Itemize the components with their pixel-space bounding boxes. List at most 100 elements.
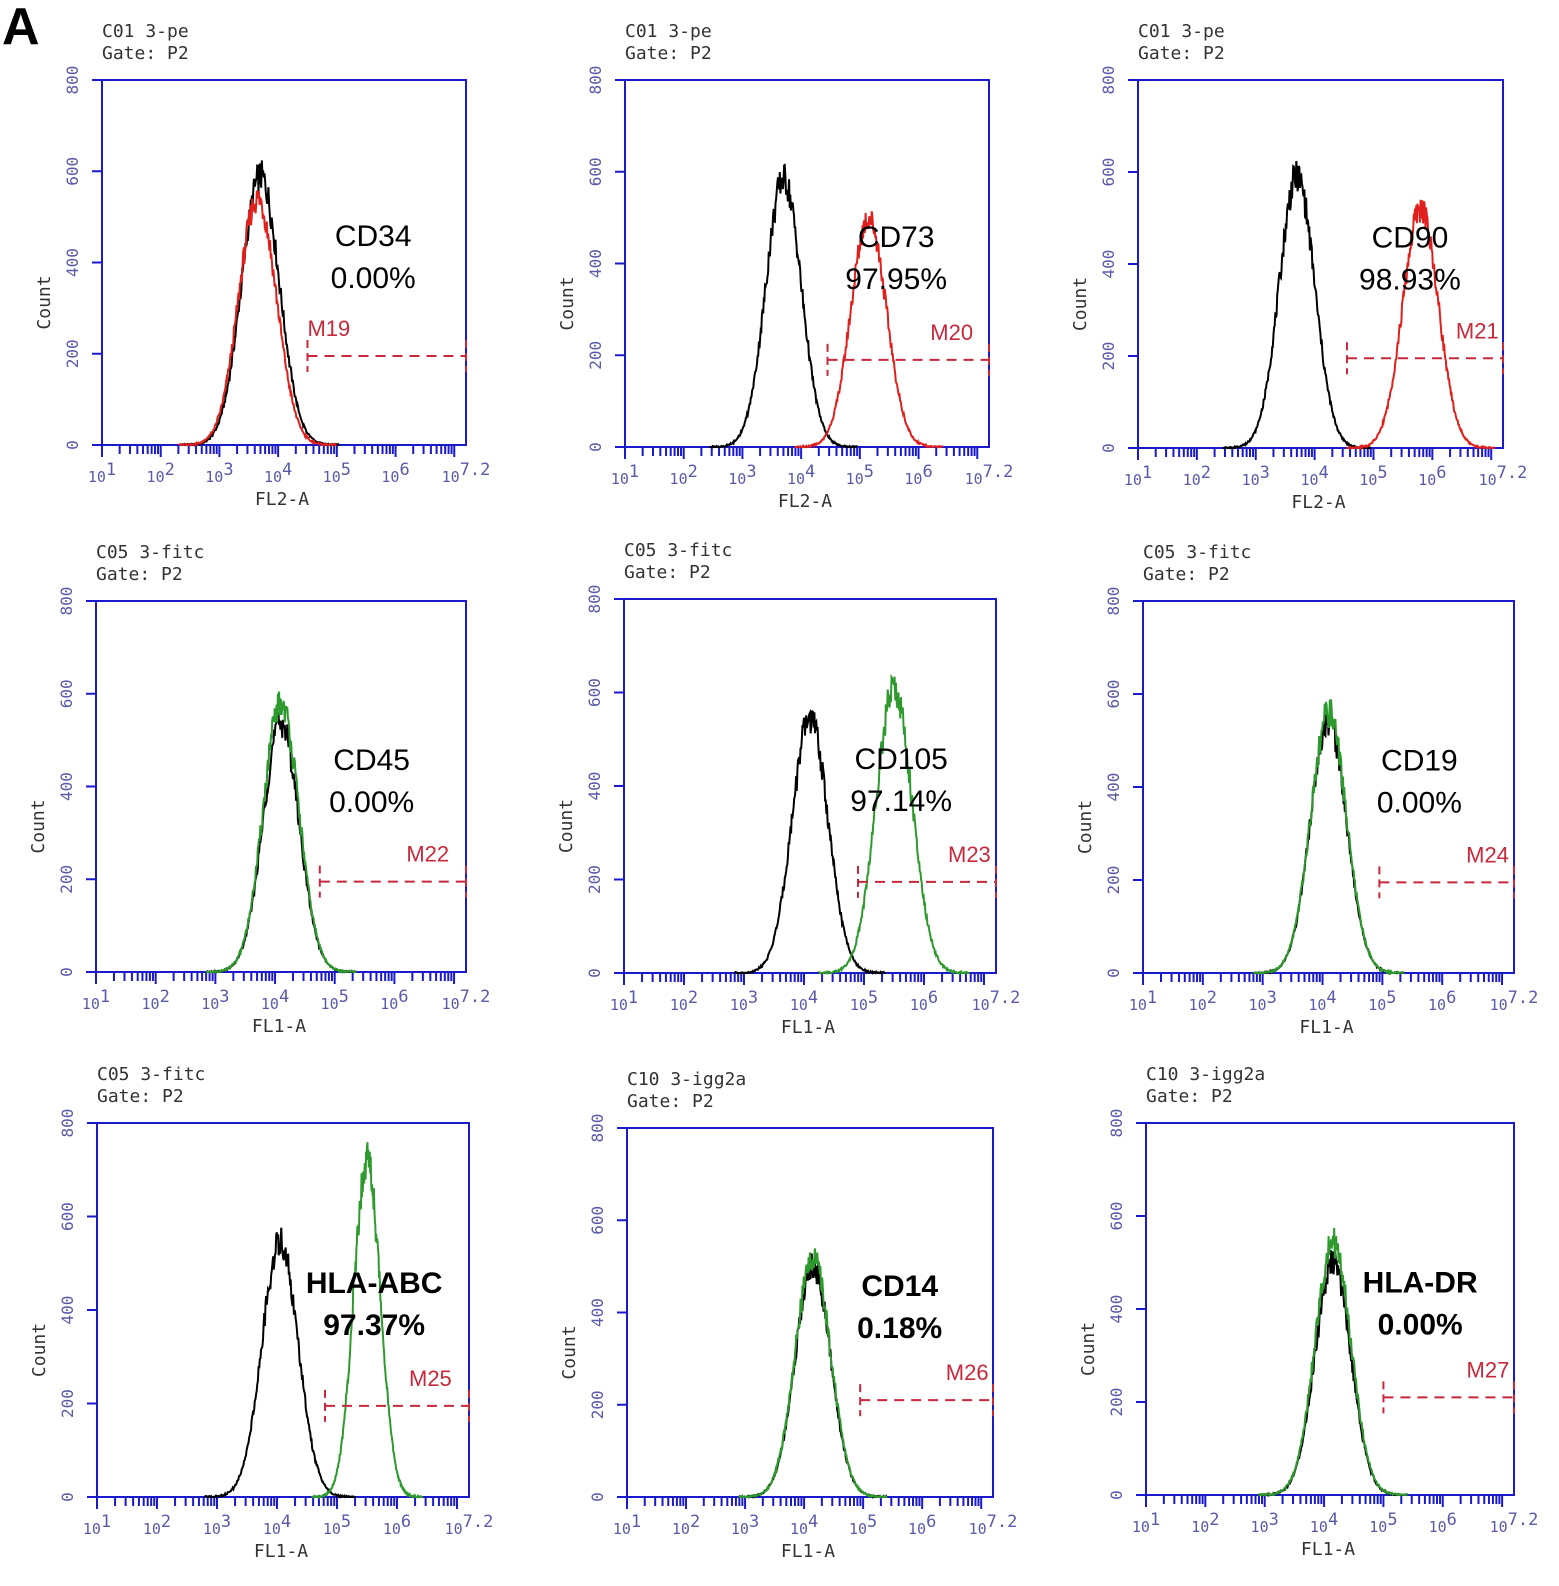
marker-label: M22	[406, 842, 449, 867]
x-tick-label: 103	[1249, 988, 1277, 1014]
x-tick-base: 10	[147, 468, 165, 486]
y-tick-label: 400	[1099, 250, 1118, 279]
x-tick-base: 10	[1310, 1518, 1328, 1536]
x-tick-label: 106	[380, 987, 408, 1013]
gate-label: Gate: P2	[627, 1091, 714, 1112]
x-axis-label: FL2-A	[255, 489, 309, 510]
x-tick-base: 10	[730, 996, 748, 1014]
x-tick-base: 10	[261, 995, 279, 1013]
y-tick-label: 200	[1107, 1388, 1126, 1417]
marker-label: M19	[307, 316, 350, 341]
marker-label: M27	[1467, 1357, 1510, 1382]
gate-label: Gate: P2	[625, 43, 712, 64]
y-tick-label: 600	[1104, 680, 1123, 709]
x-tick-label: 106	[904, 462, 932, 488]
x-tick-base: 10	[904, 470, 922, 488]
x-tick-base: 10	[613, 1520, 631, 1538]
y-tick-label: 400	[1107, 1295, 1126, 1324]
x-tick-base: 10	[910, 996, 928, 1014]
y-axis-label: Count	[29, 1323, 50, 1377]
x-tick-exponent: 5	[339, 987, 349, 1007]
x-tick-base: 10	[82, 995, 100, 1013]
sample-name: C01 3-pe	[1138, 21, 1225, 42]
antigen-label: HLA-DR	[1363, 1266, 1478, 1299]
x-minor-ticks	[1137, 448, 1493, 460]
x-tick-exponent: 7.2	[1508, 1510, 1539, 1530]
x-tick-label: 106	[383, 1512, 411, 1538]
x-tick-base: 10	[321, 995, 339, 1013]
positive-percentage: 97.37%	[323, 1309, 425, 1342]
x-tick-label: 107.2	[1490, 1510, 1539, 1536]
y-tick-label: 600	[588, 1206, 607, 1235]
positive-percentage: 0.00%	[331, 262, 416, 295]
y-axis-label: Count	[559, 1325, 580, 1379]
gate-label: Gate: P2	[96, 564, 183, 585]
y-tick-label: 600	[585, 678, 604, 707]
y-tick-label: 800	[586, 66, 605, 95]
x-tick-label: 107.2	[972, 988, 1021, 1014]
x-tick-label: 103	[201, 987, 229, 1013]
x-tick-label: 105	[1368, 988, 1396, 1014]
x-minor-ticks	[1142, 973, 1504, 985]
y-tick-label: 0	[1104, 968, 1123, 978]
x-tick-base: 10	[1369, 1518, 1387, 1536]
x-tick-exponent: 2	[688, 988, 698, 1008]
x-tick-base: 10	[969, 1520, 987, 1538]
x-tick-exponent: 5	[1387, 1510, 1397, 1530]
antigen-label: CD45	[333, 744, 410, 777]
marker-label: M23	[948, 842, 991, 867]
x-tick-exponent: 3	[749, 1512, 759, 1532]
x-minor-ticks	[101, 445, 456, 457]
x-tick-label: 104	[1310, 1510, 1338, 1536]
x-tick-label: 105	[849, 1512, 877, 1538]
x-tick-exponent: 6	[1447, 1510, 1457, 1530]
x-axis-label: FL1-A	[254, 1541, 308, 1562]
y-tick-label: 600	[586, 157, 605, 186]
x-tick-base: 10	[728, 470, 746, 488]
x-tick-exponent: 7.2	[460, 987, 491, 1007]
sample-name: C01 3-pe	[625, 21, 712, 42]
y-tick-label: 400	[63, 248, 82, 277]
x-tick-base: 10	[323, 468, 341, 486]
x-tick-label: 102	[147, 460, 175, 486]
y-tick-label: 200	[585, 865, 604, 894]
y-tick-label: 800	[57, 587, 76, 616]
x-tick-exponent: 3	[1260, 463, 1270, 483]
x-tick-label: 104	[263, 1512, 291, 1538]
x-tick-label: 101	[83, 1512, 111, 1538]
x-tick-label: 104	[1300, 463, 1328, 489]
x-tick-base: 10	[846, 470, 864, 488]
x-tick-label: 102	[1189, 988, 1217, 1014]
x-tick-base: 10	[731, 1520, 749, 1538]
y-tick-label: 400	[586, 249, 605, 278]
x-tick-label: 107.2	[969, 1512, 1018, 1538]
x-tick-exponent: 7.2	[463, 1512, 494, 1532]
x-tick-exponent: 4	[1319, 463, 1329, 483]
x-axis-label: FL1-A	[1299, 1017, 1353, 1038]
x-tick-exponent: 7.2	[983, 462, 1014, 482]
x-tick-exponent: 5	[864, 462, 874, 482]
x-tick-base: 10	[205, 468, 223, 486]
x-tick-base: 10	[972, 996, 990, 1014]
x-tick-label: 102	[670, 462, 698, 488]
x-tick-exponent: 3	[746, 462, 756, 482]
y-tick-label: 400	[58, 1296, 77, 1325]
x-tick-label: 101	[611, 462, 639, 488]
gate-label: Gate: P2	[97, 1086, 184, 1107]
x-tick-exponent: 5	[341, 460, 351, 480]
x-minor-ticks	[1145, 1495, 1504, 1507]
y-tick-label: 600	[1099, 158, 1118, 187]
gate-label: Gate: P2	[1146, 1086, 1233, 1107]
x-tick-label: 101	[610, 988, 638, 1014]
positive-percentage: 0.00%	[1377, 786, 1462, 819]
y-tick-label: 600	[63, 157, 82, 186]
x-tick-label: 103	[1251, 1510, 1279, 1536]
x-tick-exponent: 2	[1201, 463, 1211, 483]
x-tick-base: 10	[790, 996, 808, 1014]
antigen-label: CD34	[335, 220, 412, 253]
x-tick-exponent: 1	[629, 462, 639, 482]
x-tick-base: 10	[850, 996, 868, 1014]
y-axis-label: Count	[1075, 800, 1096, 854]
